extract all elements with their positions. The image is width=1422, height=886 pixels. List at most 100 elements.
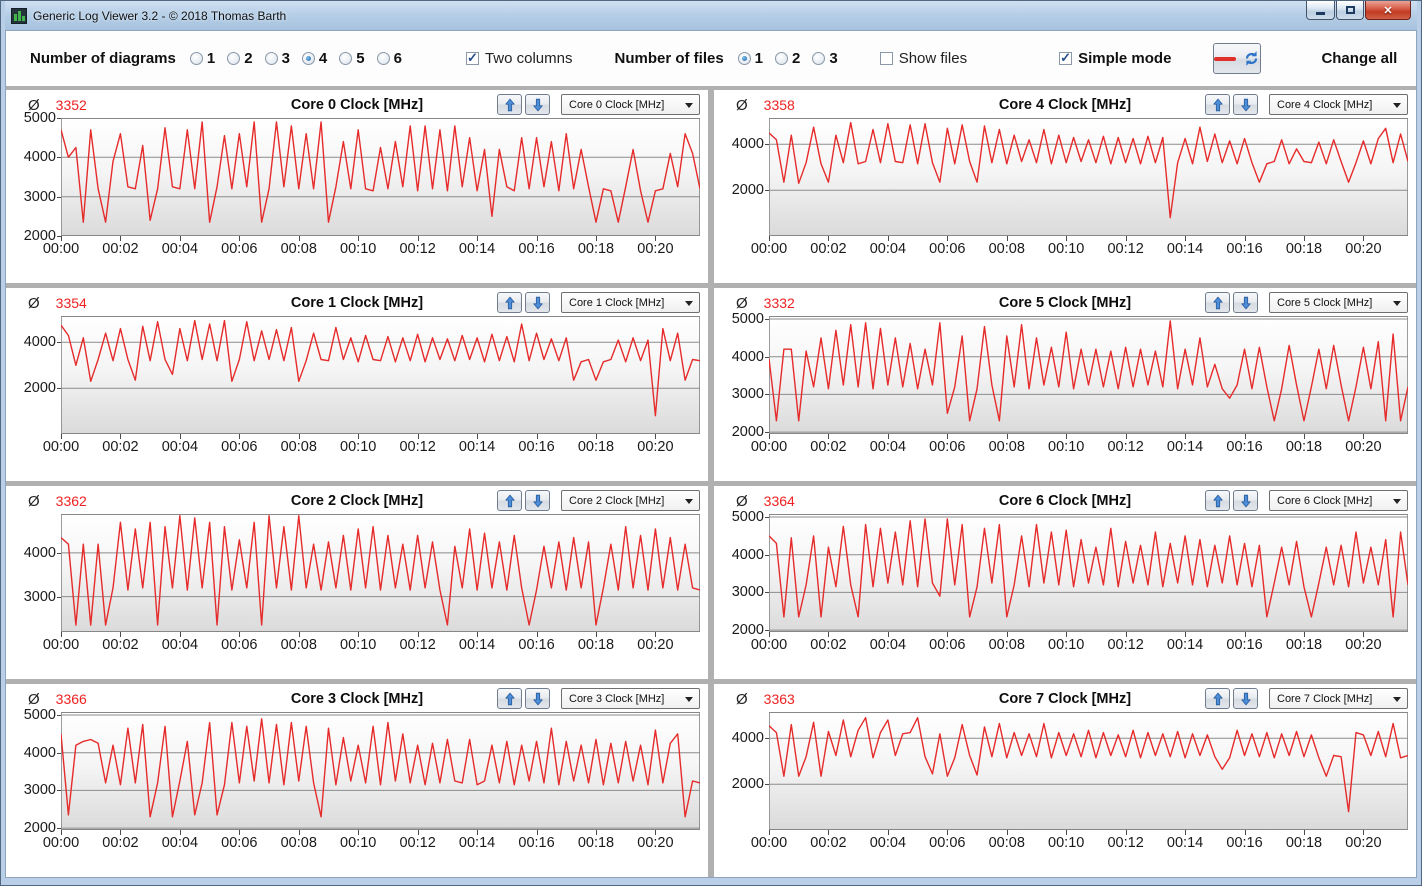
- two-columns-checkbox[interactable]: [465, 50, 479, 66]
- y-axis-label: 4000: [731, 730, 764, 747]
- panel-average-symbol: Ø: [736, 690, 748, 708]
- down-arrow-icon: [1240, 494, 1251, 507]
- panel-signal-dropdown[interactable]: Core 4 Clock [MHz]: [1269, 94, 1408, 115]
- x-axis-label: 00:12: [399, 439, 436, 455]
- up-arrow-icon: [1212, 692, 1223, 705]
- x-axis-tick: [828, 434, 830, 439]
- panel-up-button[interactable]: [497, 490, 522, 511]
- x-axis-label: 00:00: [42, 637, 80, 653]
- x-axis-label: 00:14: [458, 241, 496, 257]
- x-axis-tick: [947, 236, 949, 241]
- x-axis-tick: [1303, 632, 1305, 637]
- y-axis-tick: [57, 828, 61, 830]
- maximize-button[interactable]: [1336, 1, 1364, 20]
- radio-files-2[interactable]: [775, 52, 789, 65]
- panel-down-button[interactable]: [525, 292, 550, 313]
- x-axis-label: 00:16: [518, 241, 555, 257]
- dropdown-arrow-icon: [1393, 103, 1401, 108]
- panel-down-button[interactable]: [1233, 688, 1258, 709]
- y-axis-tick: [57, 236, 61, 237]
- y-axis-label: 3000: [731, 584, 764, 601]
- radio-diagrams-2[interactable]: [227, 52, 241, 65]
- panel-up-button[interactable]: [1205, 94, 1230, 115]
- plot-area[interactable]: [61, 712, 700, 830]
- y-axis-tick: [765, 784, 769, 786]
- x-axis-label: 00:14: [1166, 439, 1204, 455]
- panel-signal-dropdown[interactable]: Core 0 Clock [MHz]: [561, 94, 700, 115]
- y-axis-label: 2000: [731, 424, 764, 441]
- panel-signal-dropdown[interactable]: Core 7 Clock [MHz]: [1269, 688, 1408, 709]
- plot-area[interactable]: [769, 514, 1408, 632]
- x-axis-label: 00:16: [1226, 241, 1263, 257]
- y-axis-label: 2000: [731, 622, 764, 639]
- plot-area[interactable]: [769, 316, 1408, 434]
- panel-down-button[interactable]: [525, 94, 550, 115]
- x-axis-tick: [239, 236, 241, 241]
- panel-down-button[interactable]: [525, 490, 550, 511]
- panel-average-symbol: Ø: [736, 294, 748, 312]
- panel-signal-dropdown[interactable]: Core 3 Clock [MHz]: [561, 688, 700, 709]
- panel-down-button[interactable]: [1233, 490, 1258, 511]
- plot-area[interactable]: [769, 118, 1408, 236]
- radio-files-3[interactable]: [812, 52, 826, 65]
- radio-diagrams-5[interactable]: [339, 52, 353, 65]
- plot-area[interactable]: [61, 316, 700, 434]
- x-axis-label: 00:20: [1345, 637, 1382, 653]
- show-files-checkbox[interactable]: [879, 52, 893, 65]
- panel-up-button[interactable]: [497, 94, 522, 115]
- panel-signal-dropdown[interactable]: Core 2 Clock [MHz]: [561, 490, 700, 511]
- panel-signal-dropdown[interactable]: Core 1 Clock [MHz]: [561, 292, 700, 313]
- simple-mode-checkbox[interactable]: [1059, 50, 1073, 66]
- panel-up-button[interactable]: [1205, 490, 1230, 511]
- panel-signal-dropdown[interactable]: Core 5 Clock [MHz]: [1269, 292, 1408, 313]
- x-axis-label: 00:16: [1226, 835, 1263, 851]
- x-axis-tick: [1303, 434, 1305, 439]
- panel-select-value: Core 2 Clock [MHz]: [569, 494, 665, 507]
- plot-area[interactable]: [61, 118, 700, 236]
- panel-header: Ø 3363 Core 7 Clock [MHz] Core 7 Clock […: [714, 686, 1416, 712]
- radio-diagrams-1[interactable]: [189, 52, 203, 65]
- panel-select-value: Core 4 Clock [MHz]: [1277, 98, 1373, 111]
- x-axis-tick: [947, 632, 949, 637]
- panel-header: Ø 3366 Core 3 Clock [MHz] Core 3 Clock […: [6, 686, 708, 712]
- y-axis-tick: [765, 554, 769, 556]
- panel-up-button[interactable]: [497, 688, 522, 709]
- x-axis-label: 00:00: [750, 241, 788, 257]
- radio-diagrams-4[interactable]: [301, 52, 315, 65]
- x-axis-label: 00:02: [102, 835, 139, 851]
- panel-down-button[interactable]: [1233, 292, 1258, 313]
- plot-area[interactable]: [769, 712, 1408, 830]
- refresh-button[interactable]: [1213, 43, 1262, 74]
- radio-diagrams-3[interactable]: [264, 52, 278, 65]
- x-axis-label: 00:04: [869, 835, 907, 851]
- x-axis-tick: [595, 632, 597, 637]
- x-axis-tick: [477, 830, 479, 835]
- panel-down-button[interactable]: [525, 688, 550, 709]
- panel-signal-dropdown[interactable]: Core 6 Clock [MHz]: [1269, 490, 1408, 511]
- x-axis-tick: [239, 632, 241, 637]
- panel-header: Ø 3332 Core 5 Clock [MHz] Core 5 Clock […: [714, 290, 1416, 316]
- y-axis-label: 4000: [23, 334, 56, 351]
- radio-diagrams-6[interactable]: [376, 52, 390, 65]
- radio-files-1[interactable]: [737, 52, 751, 65]
- x-axis-label: 00:16: [518, 637, 555, 653]
- panel-up-button[interactable]: [1205, 688, 1230, 709]
- x-axis-label: 00:16: [1226, 637, 1263, 653]
- plot-area[interactable]: [61, 514, 700, 632]
- x-axis-tick: [179, 434, 181, 439]
- x-axis-tick: [1363, 236, 1365, 241]
- panel-down-button[interactable]: [1233, 94, 1258, 115]
- x-axis-label: 00:00: [750, 439, 788, 455]
- minimize-button[interactable]: [1306, 1, 1335, 20]
- down-arrow-icon: [532, 692, 543, 705]
- x-axis-tick: [298, 434, 300, 439]
- up-arrow-icon: [504, 494, 515, 507]
- close-button[interactable]: ✕: [1365, 1, 1411, 20]
- x-axis-tick: [536, 830, 538, 835]
- title-bar[interactable]: Generic Log Viewer 3.2 - © 2018 Thomas B…: [5, 1, 1417, 30]
- panel-up-button[interactable]: [497, 292, 522, 313]
- panel-up-button[interactable]: [1205, 292, 1230, 313]
- toolbar-separator: [6, 86, 1416, 90]
- x-axis-label: 00:00: [42, 241, 80, 257]
- x-axis-tick: [477, 434, 479, 439]
